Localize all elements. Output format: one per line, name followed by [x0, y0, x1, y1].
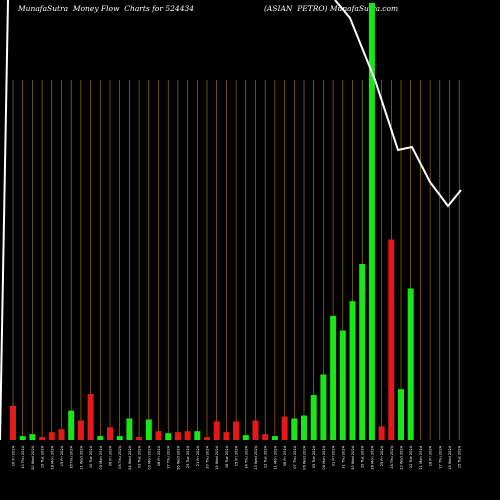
bar — [359, 264, 366, 440]
bar — [320, 374, 327, 440]
tick-label: 28 Fri 2024 — [157, 445, 161, 466]
bar — [136, 437, 143, 440]
tick-label: 18 Mon 2024 — [50, 445, 54, 469]
bar — [48, 432, 55, 440]
tick-label: 16 Fri 2024 — [12, 445, 16, 466]
bar — [155, 431, 162, 440]
tick-label: 16 Wed 2024 — [448, 445, 452, 470]
bar — [68, 410, 75, 440]
tick-label: 09 Mon 2024 — [99, 445, 103, 469]
bar — [310, 395, 317, 440]
tick-label: 23 Wed 2024 — [400, 445, 404, 470]
bar — [10, 405, 16, 440]
tick-label: 25 Tue 2024 — [186, 445, 190, 468]
tick-label: 29 Tue 2024 — [361, 445, 365, 468]
tick-label: 22 Tue 2024 — [409, 445, 413, 468]
tick-label: 19 Wed 2024 — [215, 445, 219, 470]
tick-label: 27 Thu 2024 — [167, 445, 171, 468]
bar — [398, 389, 404, 440]
bar — [19, 436, 26, 440]
tick-label: 30 Wed 2024 — [351, 445, 355, 470]
tick-label: 19 Tue 2024 — [41, 445, 45, 468]
bar — [271, 436, 278, 440]
bar — [194, 431, 201, 440]
tick-label: 20 Wed 2024 — [31, 445, 35, 470]
tick-label: 11 Wed 2024 — [79, 445, 83, 470]
bar — [242, 435, 249, 440]
tick-label: 11 Mon 2024 — [273, 445, 277, 469]
bar — [87, 394, 94, 440]
chart-title-bar: MunafaSutra Money Flow Charts for 524434… — [0, 4, 500, 22]
bar — [330, 315, 337, 440]
bar — [107, 427, 113, 440]
bar — [233, 421, 240, 440]
tick-label: 12 Tue 2024 — [264, 445, 268, 468]
tick-label: 06 Wed 2024 — [303, 445, 307, 470]
bar — [58, 429, 65, 440]
tick-label: 18 Fri 2024 — [429, 445, 433, 466]
tick-label: 21 Mon 2024 — [419, 445, 423, 469]
tick-label: 05 Tue 2024 — [312, 445, 316, 468]
tick-label: 10 Tue 2024 — [89, 445, 93, 468]
bar — [223, 432, 230, 440]
tick-label: 21 Fri 2024 — [196, 445, 200, 466]
tick-label: 20 Thu 2024 — [206, 445, 210, 468]
bar — [368, 2, 375, 441]
tick-label: 05 Thu 2024 — [118, 445, 122, 468]
x-axis-ticks: 16 Fri 2024 10 Thu 2024 20 Wed 2024 19 Tue … — [12, 445, 462, 470]
bar — [77, 420, 84, 440]
bar — [252, 420, 259, 440]
bar — [204, 437, 210, 440]
tick-label: 26 Wed 2024 — [176, 445, 180, 470]
tick-label: 24 Thu 2024 — [390, 445, 394, 468]
bar — [126, 418, 133, 440]
tick-label: 15 Fri 2024 — [235, 445, 239, 466]
tick-label: 31 Thu 2024 — [341, 445, 345, 468]
money-flow-line — [0, 0, 462, 441]
bar — [174, 432, 181, 440]
tick-label: 04 Wed 2024 — [128, 445, 132, 470]
tick-label: 06 Fri 2024 — [109, 445, 113, 466]
bar — [29, 434, 36, 440]
chart-source: (ASIAN PETRO) MunafaSutra.com — [264, 4, 399, 13]
bar — [97, 436, 104, 440]
tick-label: 07 Thu 2024 — [293, 445, 297, 468]
chart-bars — [10, 2, 414, 441]
bar — [262, 434, 269, 440]
bar — [339, 330, 346, 440]
bar — [301, 415, 307, 440]
bar — [116, 436, 123, 440]
bar — [388, 239, 395, 440]
bar — [407, 288, 414, 440]
tick-label: 02 Mon 2024 — [147, 445, 151, 469]
tick-label: 28 Mon 2024 — [370, 445, 374, 469]
bar — [184, 431, 191, 440]
chart-title: MunafaSutra Money Flow Charts for 524434 — [18, 4, 195, 13]
tick-label: 01 Fri 2024 — [332, 445, 336, 466]
tick-label: 14 Thu 2024 — [244, 445, 248, 468]
bar — [291, 418, 298, 440]
bar — [145, 419, 152, 440]
tick-label: 25 Fri 2024 — [380, 445, 384, 466]
bar — [165, 433, 172, 440]
tick-label: 13 Wed 2024 — [254, 445, 258, 470]
tick-label: 08 Fri 2024 — [283, 445, 287, 466]
bar — [39, 437, 46, 440]
tick-label: 18 Tue 2024 — [225, 445, 229, 468]
tick-label: 03 Tue 2024 — [138, 445, 142, 468]
bar — [213, 421, 220, 440]
tick-label: 10 Thu 2024 — [21, 445, 25, 468]
tick-label: 15 Tue 2024 — [458, 445, 462, 468]
tick-label: 04 Mon 2024 — [322, 445, 326, 469]
tick-label: 16 Thu 2024 — [70, 445, 74, 468]
bar — [378, 426, 385, 440]
tick-label: 17 Thu 2024 — [438, 445, 442, 468]
bar — [281, 416, 288, 440]
bar — [349, 301, 356, 440]
tick-label: 15 Fri 2024 — [60, 445, 64, 466]
